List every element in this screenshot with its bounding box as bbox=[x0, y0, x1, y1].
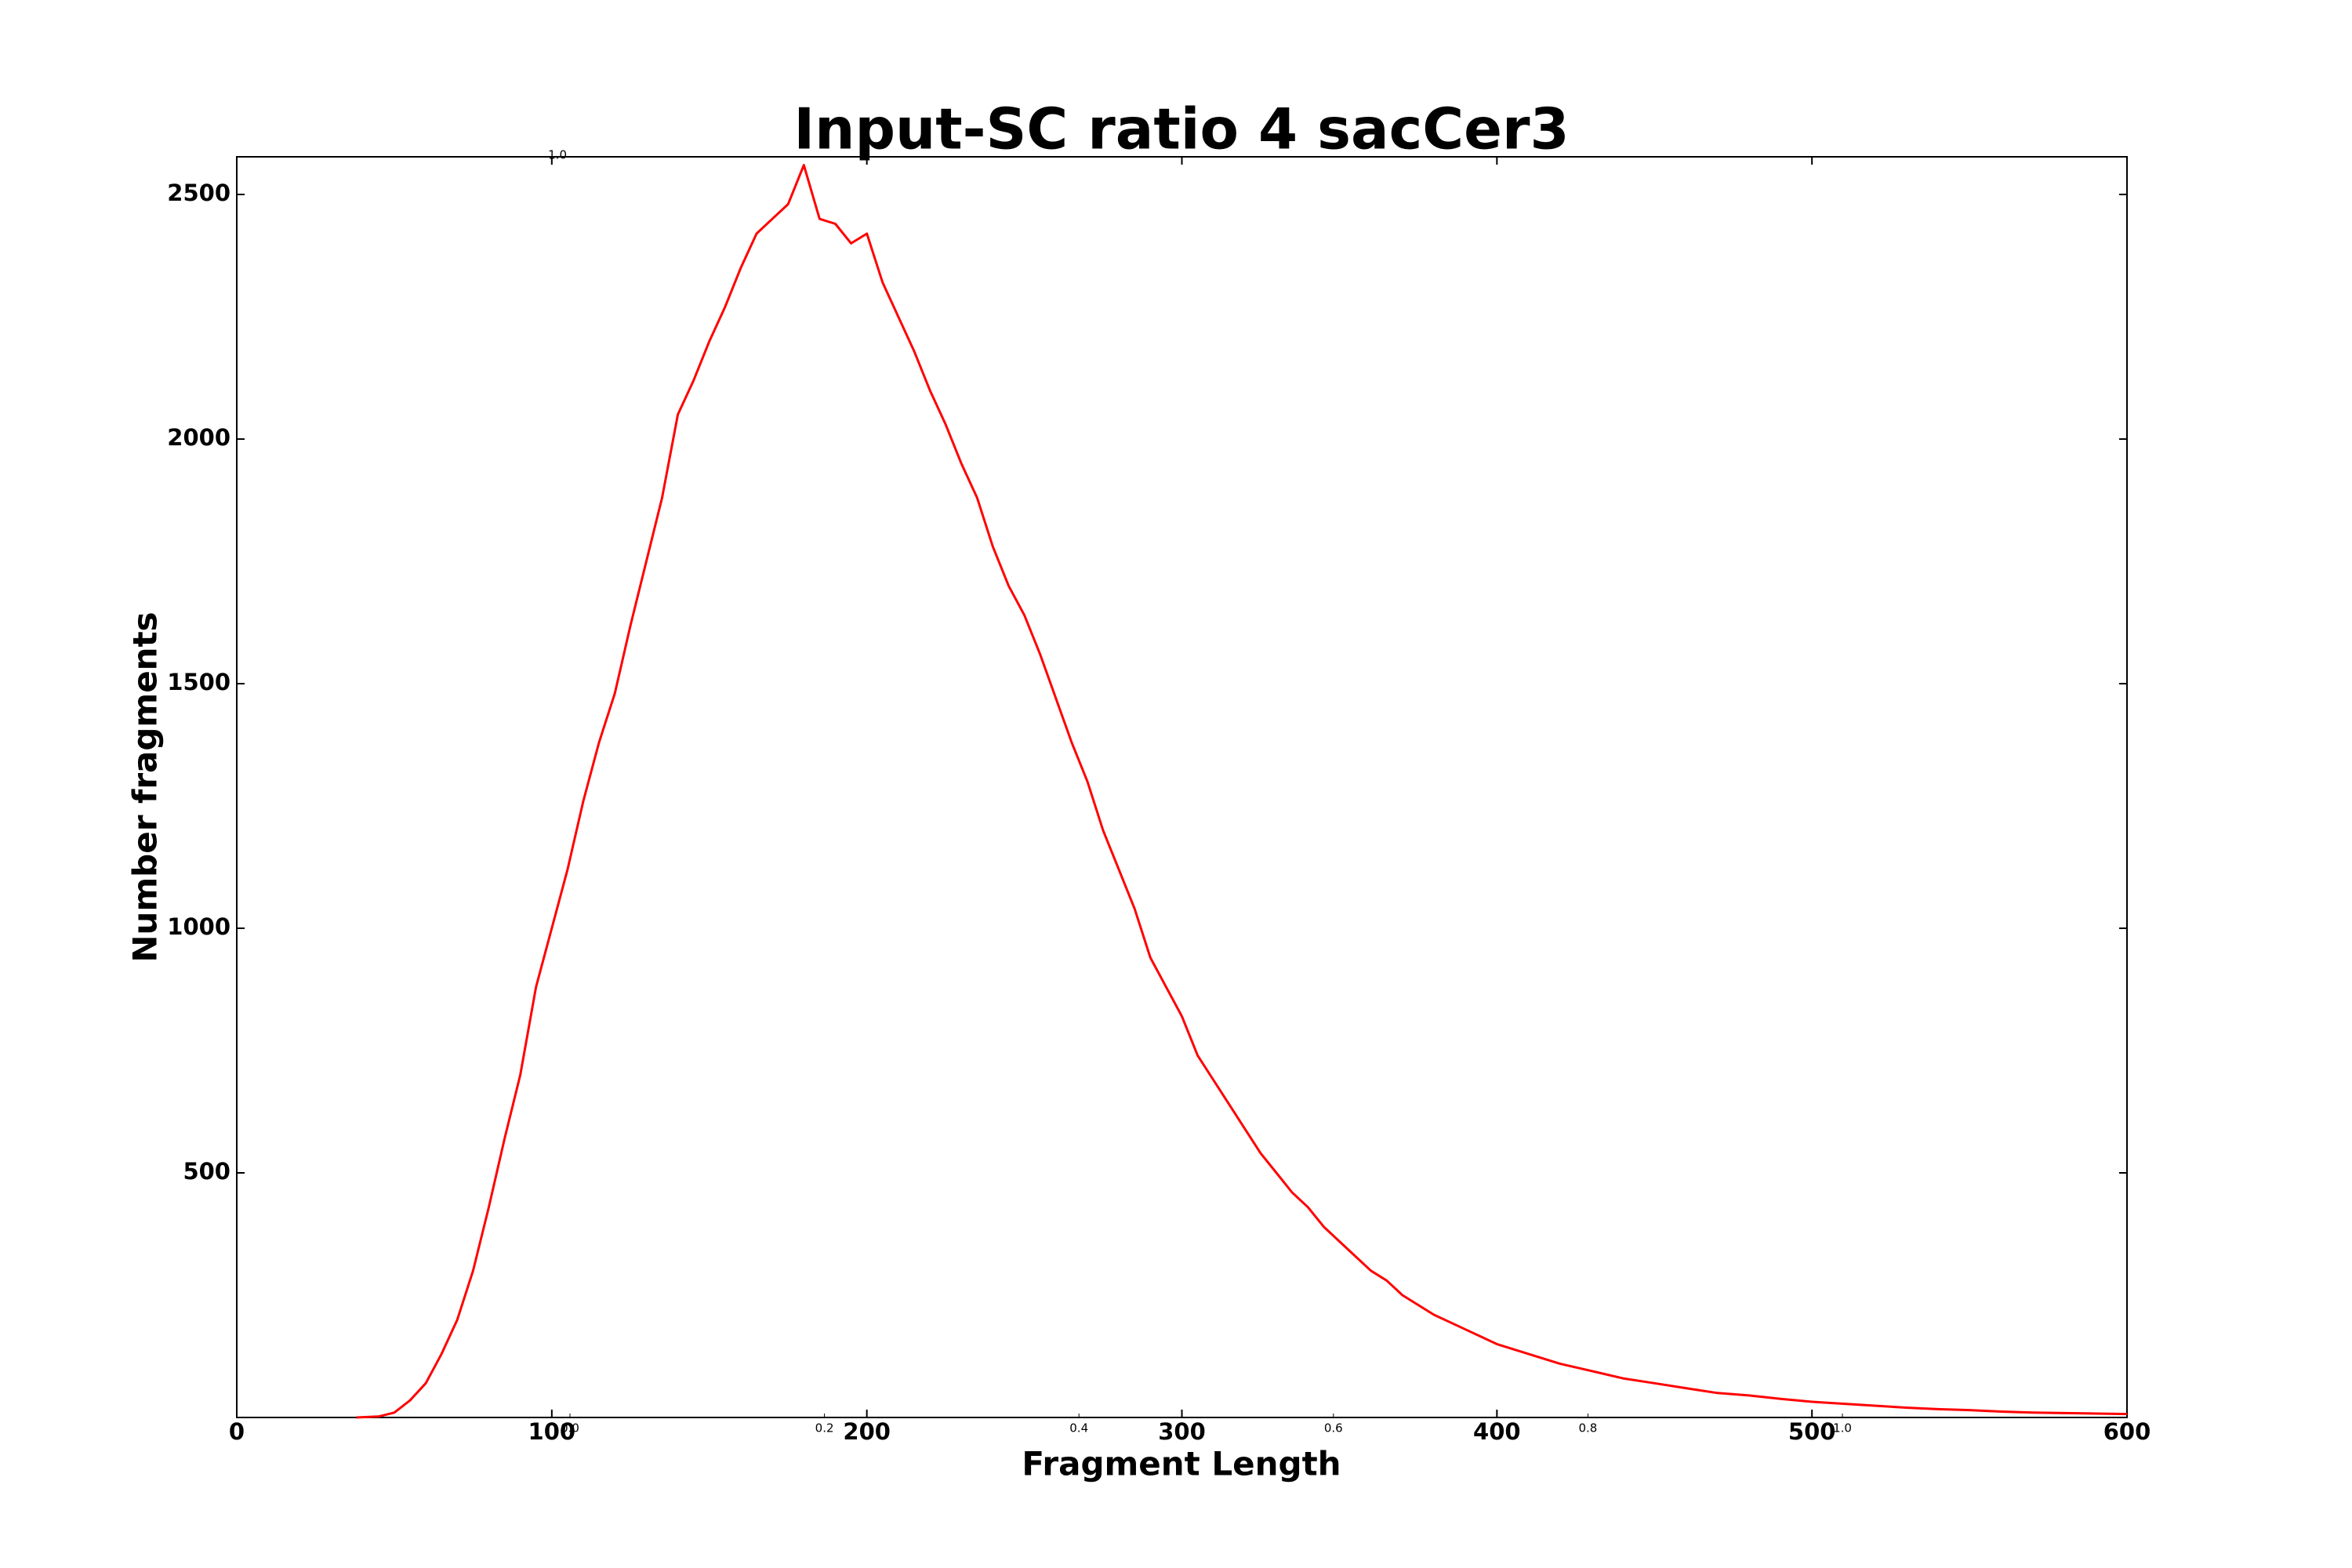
x-tick-label: 0 bbox=[229, 1418, 245, 1445]
x-tick-label: 300 bbox=[1158, 1418, 1206, 1445]
overlay-x-tick-label: 0.6 bbox=[1324, 1421, 1343, 1436]
x-tick-label: 100 bbox=[528, 1418, 576, 1445]
x-tick-label: 500 bbox=[1788, 1418, 1836, 1445]
data-line bbox=[356, 164, 2128, 1419]
y-tick-label: 2000 bbox=[167, 424, 230, 451]
overlay-y-tick-label: 1.0 bbox=[548, 148, 567, 162]
overlay-x-tick-label: 0.4 bbox=[1069, 1421, 1088, 1436]
y-tick-label: 1000 bbox=[167, 913, 230, 940]
x-tick-label: 600 bbox=[2103, 1418, 2151, 1445]
overlay-x-tick-label: 0.0 bbox=[561, 1421, 579, 1436]
x-tick-label: 400 bbox=[1473, 1418, 1521, 1445]
x-tick-label: 200 bbox=[843, 1418, 891, 1445]
y-tick-label: 1500 bbox=[167, 669, 230, 695]
x-axis-label: Fragment Length bbox=[1022, 1445, 1341, 1483]
y-tick-label: 2500 bbox=[167, 180, 230, 206]
overlay-x-tick-label: 0.2 bbox=[815, 1421, 834, 1436]
overlay-x-tick-label: 1.0 bbox=[1833, 1421, 1852, 1436]
plot-frame bbox=[236, 156, 2128, 1418]
overlay-x-tick-label: 0.8 bbox=[1578, 1421, 1597, 1436]
y-tick-label: 500 bbox=[183, 1158, 230, 1185]
chart-title: Input-SC ratio 4 sacCer3 bbox=[793, 96, 1569, 162]
y-axis-label: Number fragments bbox=[126, 612, 165, 962]
